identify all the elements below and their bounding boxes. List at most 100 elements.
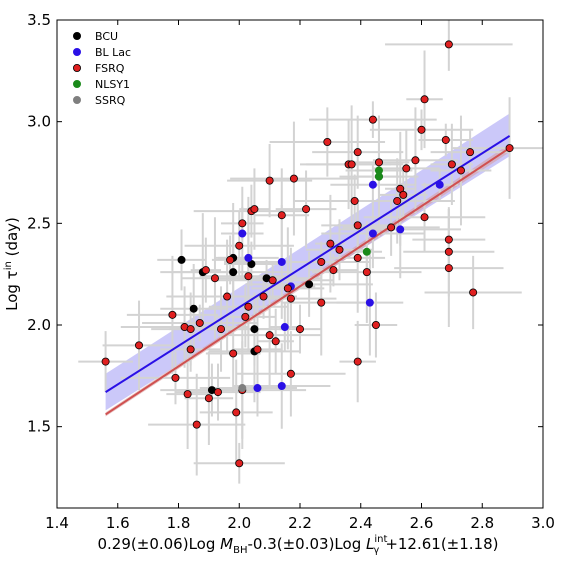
point-fsrq xyxy=(235,241,244,250)
point-fsrq xyxy=(183,390,192,399)
x-tick-label: 2.0 xyxy=(227,514,251,532)
point-fsrq xyxy=(286,369,295,378)
point-fsrq xyxy=(374,158,383,167)
point-fsrq xyxy=(444,235,453,244)
point-fsrq xyxy=(353,148,362,157)
point-fsrq xyxy=(444,247,453,256)
point-bl-lac xyxy=(365,298,374,307)
y-tick-label: 2.5 xyxy=(27,214,51,232)
point-fsrq xyxy=(210,274,219,283)
y-tick-label: 2.0 xyxy=(27,316,51,334)
point-fsrq xyxy=(232,408,241,417)
x-tick-label: 1.8 xyxy=(167,514,191,532)
legend-item-fsrq: FSRQ xyxy=(73,62,125,75)
point-fsrq xyxy=(289,174,298,183)
point-fsrq xyxy=(456,166,465,175)
point-fsrq xyxy=(195,318,204,327)
legend-label: BL Lac xyxy=(95,46,131,59)
point-bcu xyxy=(250,325,259,334)
x-tick-label: 1.4 xyxy=(45,514,69,532)
point-bl-lac xyxy=(396,225,405,234)
point-fsrq xyxy=(171,373,180,382)
point-fsrq xyxy=(201,266,210,275)
point-fsrq xyxy=(469,288,478,297)
point-bcu xyxy=(305,280,314,289)
point-fsrq xyxy=(387,223,396,232)
point-bl-lac xyxy=(435,180,444,189)
point-fsrq xyxy=(444,40,453,49)
point-fsrq xyxy=(417,125,426,134)
point-fsrq xyxy=(295,325,304,334)
point-fsrq xyxy=(368,115,377,124)
x-axis-label: 0.29(±0.06)Log MBH-0.3(±0.03)Log Lint γ +1… xyxy=(98,534,499,556)
point-fsrq xyxy=(250,205,259,214)
point-bl-lac xyxy=(238,229,247,238)
point-fsrq xyxy=(204,394,213,403)
point-fsrq xyxy=(323,137,332,146)
legend-marker xyxy=(73,32,82,41)
y-label-part-1: Log xyxy=(3,279,21,311)
point-fsrq xyxy=(317,257,326,266)
y-label-tau: τ xyxy=(3,270,21,279)
point-fsrq xyxy=(505,144,514,153)
point-bl-lac xyxy=(368,180,377,189)
point-fsrq xyxy=(235,459,244,468)
point-fsrq xyxy=(420,95,429,104)
point-fsrq xyxy=(402,164,411,173)
y-label-in: in xyxy=(3,261,14,270)
point-fsrq xyxy=(217,325,226,334)
point-nlsy1 xyxy=(374,166,383,175)
x-label-gamma: γ xyxy=(373,545,379,556)
legend: BCU BL Lac FSRQ NLSY1 SSRQ xyxy=(73,30,131,107)
point-bcu xyxy=(177,255,186,264)
point-fsrq xyxy=(420,213,429,222)
point-fsrq xyxy=(226,255,235,264)
point-fsrq xyxy=(277,211,286,220)
point-fsrq xyxy=(317,298,326,307)
point-fsrq xyxy=(347,160,356,169)
point-bl-lac xyxy=(244,253,253,262)
x-label-part-1: 0.29(±0.06)Log xyxy=(98,535,221,553)
point-bcu xyxy=(229,268,238,277)
point-fsrq xyxy=(244,272,253,281)
point-fsrq xyxy=(238,219,247,228)
point-fsrq xyxy=(329,266,338,275)
x-label-int: int xyxy=(374,534,387,545)
x-label-part-2: -0.3(±0.03)Log xyxy=(247,535,366,553)
x-label-m: M xyxy=(220,535,233,553)
point-fsrq xyxy=(259,292,268,301)
legend-marker xyxy=(73,64,82,73)
legend-marker xyxy=(73,80,82,89)
legend-item-ssrq: SSRQ xyxy=(73,94,126,107)
point-nlsy1 xyxy=(362,247,371,256)
point-fsrq xyxy=(441,135,450,144)
x-tick-label: 2.4 xyxy=(349,514,373,532)
point-fsrq xyxy=(283,284,292,293)
legend-label: SSRQ xyxy=(95,94,126,107)
legend-label: BCU xyxy=(95,30,118,43)
point-fsrq xyxy=(411,156,420,165)
x-axis-ticks: 1.4 1.6 1.8 2.0 2.2 2.4 2.6 2.8 3.0 xyxy=(45,20,555,532)
x-tick-label: 2.6 xyxy=(410,514,434,532)
point-fsrq xyxy=(393,196,402,205)
point-fsrq xyxy=(135,341,144,350)
point-fsrq xyxy=(302,205,311,214)
y-tick-label: 3.0 xyxy=(27,113,51,131)
point-bcu xyxy=(189,304,198,313)
x-label-bh: BH xyxy=(233,545,247,556)
x-label-l: L xyxy=(366,535,374,553)
point-fsrq xyxy=(213,388,222,397)
point-fsrq xyxy=(271,337,280,346)
legend-marker xyxy=(73,48,82,57)
point-fsrq xyxy=(101,357,110,366)
legend-label: FSRQ xyxy=(95,62,125,75)
x-tick-label: 2.2 xyxy=(288,514,312,532)
point-fsrq xyxy=(229,349,238,358)
point-fsrq xyxy=(399,190,408,199)
point-fsrq xyxy=(268,276,277,285)
legend-label: NLSY1 xyxy=(95,78,130,91)
point-fsrq xyxy=(253,345,262,354)
point-fsrq xyxy=(371,320,380,329)
point-fsrq xyxy=(192,420,201,429)
fit-line-1 xyxy=(105,135,511,393)
